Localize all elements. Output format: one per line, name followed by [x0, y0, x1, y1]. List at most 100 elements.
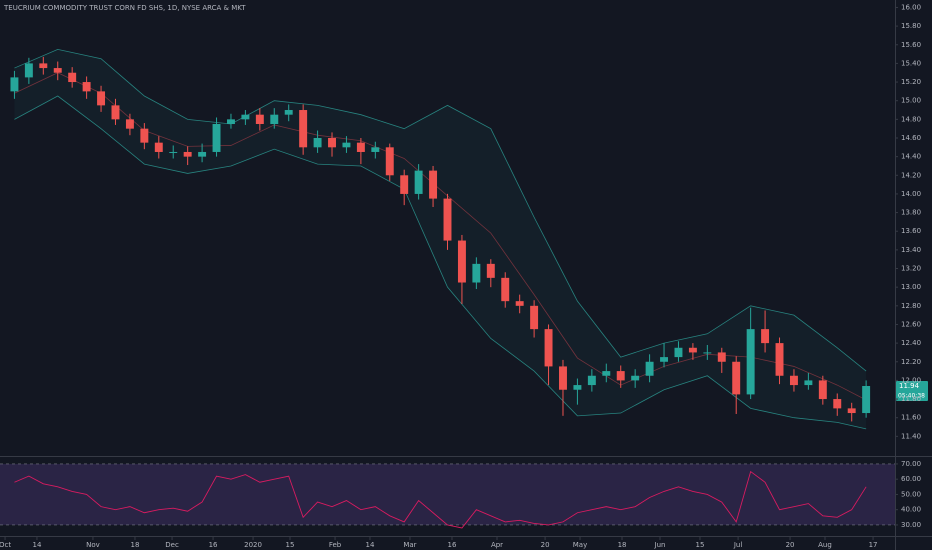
candle-body [674, 347, 683, 358]
candle-body [125, 119, 134, 129]
candle-body [24, 63, 33, 78]
candle-body [472, 263, 481, 283]
candle-body [587, 375, 596, 386]
candle-body [530, 305, 539, 330]
candle-body [198, 151, 207, 157]
candle-body [111, 105, 120, 120]
candle-body [732, 361, 741, 395]
candle-body [414, 170, 423, 194]
chart-title: TEUCRIUM COMMODITY TRUST CORN FD SHS, 1D… [3, 4, 246, 12]
candle-body [385, 147, 394, 176]
x-tick-label: 20 [541, 541, 550, 549]
x-tick-label: May [573, 541, 587, 549]
candle-body [313, 137, 322, 148]
candle-body [703, 352, 712, 354]
candle-body [746, 329, 755, 395]
y-tick-label: 15.20 [901, 78, 921, 86]
band-fill [14, 49, 867, 429]
candle-body [82, 82, 91, 92]
x-tick-label: Jun [654, 541, 666, 549]
candle-body [847, 408, 856, 414]
x-tick-label: Feb [329, 541, 342, 549]
candle-body [140, 128, 149, 143]
candle-body [371, 147, 380, 152]
y-tick-label: 13.60 [901, 227, 921, 235]
candle-body [804, 380, 813, 386]
y-tick-label: 14.00 [901, 190, 921, 198]
y-tick-label: 60.00 [901, 475, 921, 483]
y-tick-label: 50.00 [901, 490, 921, 498]
candle-body [717, 352, 726, 362]
candle-body [761, 329, 770, 344]
candle-body [515, 301, 524, 306]
y-tick-label: 15.40 [901, 59, 921, 67]
candle-body [688, 347, 697, 353]
x-tick-label: 18 [131, 541, 140, 549]
y-tick-label: 15.60 [901, 41, 921, 49]
candle-body [328, 137, 336, 148]
candle-body [255, 114, 264, 125]
countdown-label: 05:40:38 [898, 393, 925, 400]
candle-body [154, 142, 163, 152]
candle-body [342, 142, 351, 148]
y-tick-label: 70.00 [901, 460, 921, 468]
x-tick-label: 15 [696, 541, 705, 549]
x-tick-label: 16 [209, 541, 218, 549]
y-tick-label: 13.00 [901, 283, 921, 291]
x-tick-label: 16 [448, 541, 457, 549]
candle-body [299, 110, 308, 148]
candle-body [39, 63, 48, 69]
candle-body [241, 114, 250, 120]
y-tick-label: 30.00 [901, 521, 921, 529]
x-tick-label: Dec [165, 541, 179, 549]
candle-body [356, 142, 365, 152]
x-tick-label: 14 [32, 541, 41, 549]
candle-body [616, 371, 625, 381]
x-tick-label: Mar [403, 541, 416, 549]
candle-body [429, 170, 438, 199]
candle-body [789, 375, 798, 386]
y-tick-label: 13.80 [901, 209, 921, 217]
x-tick-label: Aug [818, 541, 832, 549]
y-tick-label: 40.00 [901, 506, 921, 514]
y-tick-label: 14.40 [901, 153, 921, 161]
candle-body [486, 263, 495, 278]
candle-body [169, 151, 178, 153]
x-tick-label: 15 [286, 541, 295, 549]
y-tick-label: 15.00 [901, 97, 921, 105]
y-tick-label: 12.20 [901, 358, 921, 366]
x-tick-label: 17 [869, 541, 878, 549]
candle-body [97, 91, 106, 106]
rsi-band [0, 463, 895, 525]
y-tick-label: 12.40 [901, 339, 921, 347]
candle-body [53, 68, 62, 73]
candle-body [862, 386, 871, 414]
y-tick-label: 12.00 [901, 376, 921, 384]
x-tick-label: Nov [86, 541, 100, 549]
x-tick-label: Jul [733, 541, 743, 549]
y-tick-label: 13.40 [901, 246, 921, 254]
candle-body [818, 380, 827, 400]
y-tick-label: 14.60 [901, 134, 921, 142]
candle-body [457, 240, 466, 283]
candle-body [443, 198, 452, 241]
candle-body [559, 366, 567, 390]
candle-body [645, 361, 654, 376]
y-tick-label: 16.00 [901, 3, 921, 11]
band-upper [14, 48, 867, 372]
candle-body [68, 72, 77, 83]
candle-body [602, 371, 611, 376]
candle-body [226, 119, 235, 125]
y-tick-label: 11.80 [901, 395, 921, 403]
candle-body [270, 114, 279, 125]
x-tick-label: Apr [491, 541, 503, 549]
candle-body [10, 77, 19, 92]
rsi-line [14, 470, 867, 529]
candle-body [183, 151, 192, 157]
x-tick-label: 18 [618, 541, 627, 549]
candle-body [544, 329, 553, 367]
y-tick-label: 11.60 [901, 414, 921, 422]
y-tick-label: 12.80 [901, 302, 921, 310]
